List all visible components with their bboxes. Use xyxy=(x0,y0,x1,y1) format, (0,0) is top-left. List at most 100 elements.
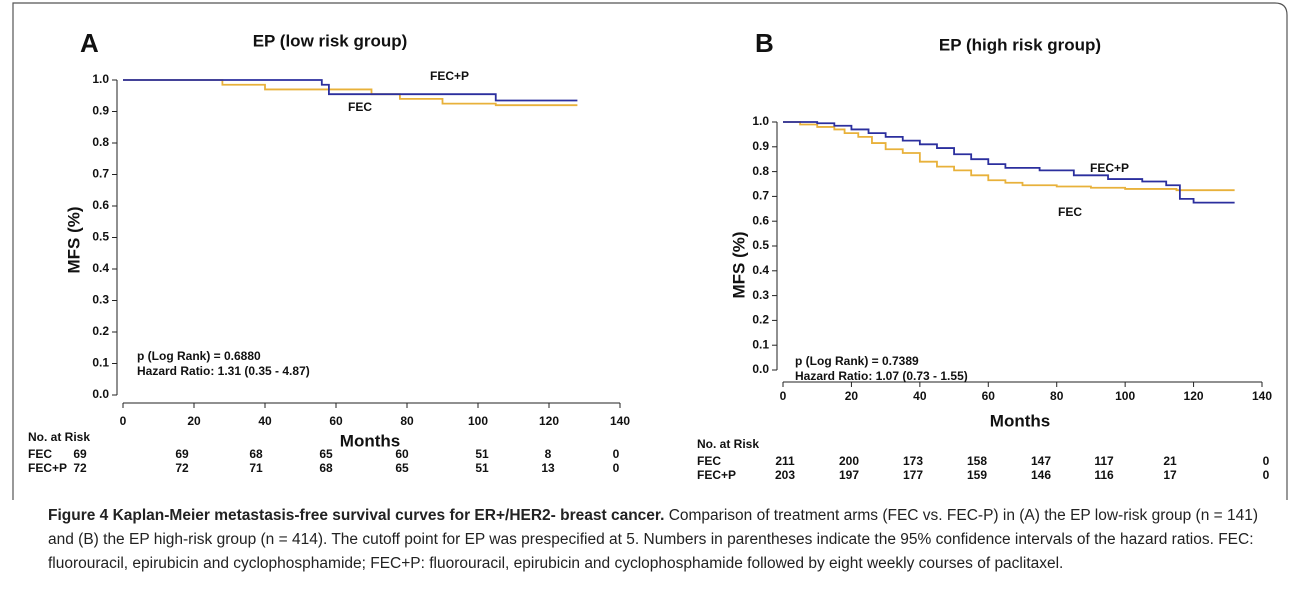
chart-title: EP (high risk group) xyxy=(939,35,1101,54)
risk-row-name: FEC+P xyxy=(697,468,736,482)
x-tick-label: 120 xyxy=(1184,389,1204,403)
stat-annotation: Hazard Ratio: 1.31 (0.35 - 4.87) xyxy=(137,364,310,378)
stat-annotation: p (Log Rank) = 0.7389 xyxy=(795,354,919,368)
risk-count: 13 xyxy=(541,461,555,475)
risk-table-title: No. at Risk xyxy=(697,437,759,451)
y-tick-label: 0.3 xyxy=(92,293,109,307)
y-axis-label: MFS (%) xyxy=(729,231,748,298)
y-axis-label: MFS (%) xyxy=(64,206,83,273)
risk-count: 0 xyxy=(613,447,620,461)
risk-row-name: FEC xyxy=(28,447,52,461)
survival-curve xyxy=(783,121,1235,204)
curve-label: FEC xyxy=(1058,205,1082,219)
y-tick-label: 0.0 xyxy=(92,387,109,401)
risk-count: 211 xyxy=(775,454,795,468)
y-tick-label: 0.6 xyxy=(752,213,769,227)
risk-count: 177 xyxy=(903,468,923,482)
risk-count: 146 xyxy=(1031,468,1051,482)
curve-label: FEC xyxy=(348,100,372,114)
x-tick-label: 120 xyxy=(539,414,559,428)
risk-count: 69 xyxy=(175,447,189,461)
x-axis-label: Months xyxy=(340,431,400,450)
caption-title: Figure 4 Kaplan-Meier metastasis-free su… xyxy=(48,507,665,524)
x-tick-label: 40 xyxy=(913,389,927,403)
y-tick-label: 0.0 xyxy=(752,362,769,376)
y-tick-label: 0.5 xyxy=(92,230,109,244)
risk-count: 173 xyxy=(903,454,923,468)
risk-count: 200 xyxy=(839,454,859,468)
y-tick-label: 0.2 xyxy=(92,324,109,338)
x-tick-label: 60 xyxy=(982,389,996,403)
stat-annotation: Hazard Ratio: 1.07 (0.73 - 1.55) xyxy=(795,369,968,383)
caption: Figure 4 Kaplan-Meier metastasis-free su… xyxy=(48,504,1263,576)
risk-count: 147 xyxy=(1031,454,1051,468)
risk-count: 65 xyxy=(319,447,333,461)
risk-count: 0 xyxy=(1263,454,1270,468)
x-tick-label: 20 xyxy=(187,414,201,428)
risk-count: 51 xyxy=(475,461,489,475)
x-tick-label: 80 xyxy=(400,414,414,428)
curve-label: FEC+P xyxy=(1090,161,1129,175)
x-tick-label: 20 xyxy=(845,389,859,403)
risk-count: 0 xyxy=(1263,468,1270,482)
frame xyxy=(12,2,1288,500)
risk-count: 197 xyxy=(839,468,859,482)
x-tick-label: 60 xyxy=(329,414,343,428)
x-tick-label: 0 xyxy=(780,389,787,403)
y-tick-label: 0.7 xyxy=(92,167,109,181)
risk-count: 158 xyxy=(967,454,987,468)
risk-count: 68 xyxy=(319,461,333,475)
x-tick-label: 0 xyxy=(120,414,127,428)
risk-count: 72 xyxy=(175,461,189,475)
risk-row-name: FEC+P xyxy=(28,461,67,475)
x-tick-label: 100 xyxy=(1115,389,1135,403)
x-tick-label: 100 xyxy=(468,414,488,428)
y-tick-label: 1.0 xyxy=(752,114,769,128)
x-tick-label: 140 xyxy=(610,414,630,428)
risk-count: 21 xyxy=(1163,454,1177,468)
survival-curve xyxy=(123,79,578,102)
x-tick-label: 80 xyxy=(1050,389,1064,403)
risk-count: 69 xyxy=(73,447,87,461)
risk-count: 51 xyxy=(475,447,489,461)
panel-letter: B xyxy=(755,28,774,58)
x-tick-label: 140 xyxy=(1252,389,1272,403)
y-tick-label: 0.4 xyxy=(752,263,769,277)
y-tick-label: 0.3 xyxy=(752,288,769,302)
survival-curve xyxy=(783,121,1235,192)
y-tick-label: 0.8 xyxy=(752,164,769,178)
x-tick-label: 40 xyxy=(258,414,272,428)
chart-title: EP (low risk group) xyxy=(253,31,408,50)
y-tick-label: 0.9 xyxy=(92,104,109,118)
y-tick-label: 0.8 xyxy=(92,135,109,149)
risk-count: 60 xyxy=(395,447,409,461)
risk-count: 203 xyxy=(775,468,795,482)
y-tick-label: 0.1 xyxy=(92,356,109,370)
risk-count: 68 xyxy=(249,447,263,461)
y-tick-label: 0.9 xyxy=(752,139,769,153)
figure: A EP (low risk group) MFS (%) Months 0.0 0.1 0… xyxy=(12,2,1288,500)
risk-count: 159 xyxy=(967,468,987,482)
caption-text: Comparison of treatment arms (FEC vs. FE… xyxy=(48,507,1259,572)
y-tick-label: 0.6 xyxy=(92,198,109,212)
y-tick-label: 0.7 xyxy=(752,189,769,203)
y-tick-label: 0.5 xyxy=(752,238,769,252)
risk-count: 116 xyxy=(1094,468,1114,482)
risk-count: 17 xyxy=(1163,468,1177,482)
risk-count: 8 xyxy=(545,447,552,461)
risk-table-title: No. at Risk xyxy=(28,430,90,444)
risk-row-name: FEC xyxy=(697,454,721,468)
y-tick-label: 0.1 xyxy=(752,337,769,351)
risk-count: 72 xyxy=(73,461,87,475)
y-tick-label: 1.0 xyxy=(92,72,109,86)
y-tick-label: 0.2 xyxy=(752,313,769,327)
risk-count: 0 xyxy=(613,461,620,475)
curve-label: FEC+P xyxy=(430,69,469,83)
risk-count: 117 xyxy=(1094,454,1114,468)
x-axis-label: Months xyxy=(990,411,1050,430)
panel-letter: A xyxy=(80,28,99,58)
risk-count: 65 xyxy=(395,461,409,475)
risk-count: 71 xyxy=(249,461,263,475)
y-tick-label: 0.4 xyxy=(92,261,109,275)
